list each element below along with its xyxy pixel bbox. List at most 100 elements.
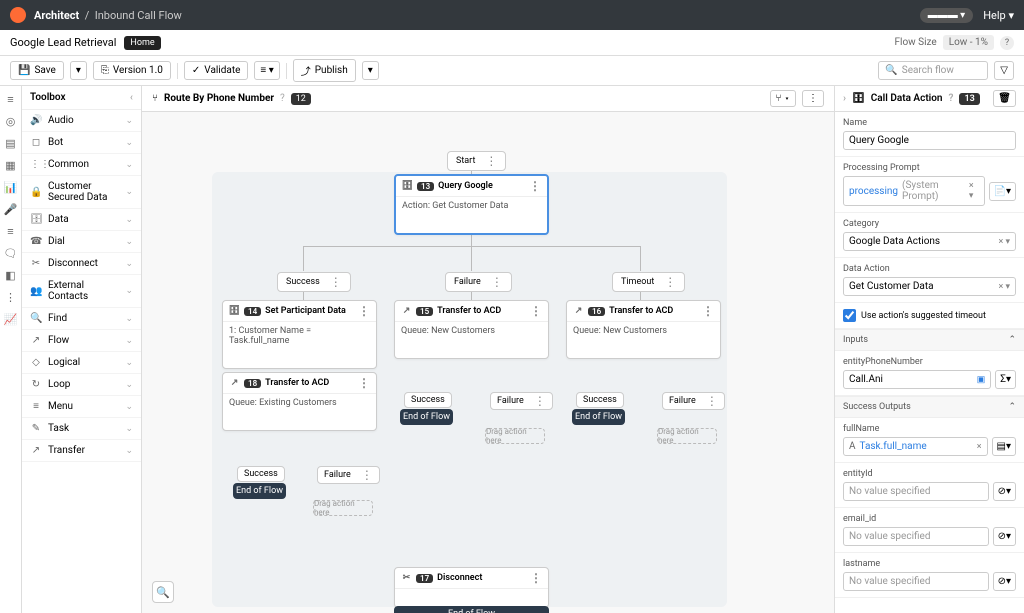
- filter-button[interactable]: ▽: [994, 61, 1014, 80]
- chevron-down-icon: ⌄: [125, 215, 133, 225]
- help-icon[interactable]: ?: [1000, 36, 1014, 50]
- fullname-input[interactable]: A Task.full_name×: [843, 437, 988, 456]
- toolbox-item[interactable]: ≡Menu⌄: [22, 396, 141, 418]
- action-select[interactable]: Get Customer Data× ▾: [843, 277, 1016, 296]
- output-btn[interactable]: ⊘▾: [993, 572, 1016, 591]
- rail-icon[interactable]: 📈: [4, 312, 18, 326]
- node-transfer-16[interactable]: ↗16Transfer to ACD⋮ Queue: New Customers: [566, 300, 721, 359]
- toolbox-item[interactable]: ◇Logical⌄: [22, 352, 141, 374]
- node-set-participant[interactable]: 🗄14Set Participant Data⋮ 1: Customer Nam…: [222, 300, 377, 369]
- output-btn[interactable]: ⊘▾: [993, 482, 1016, 501]
- branch-failure[interactable]: Failure⋮: [490, 392, 553, 410]
- transfer-icon: ↗: [573, 306, 584, 317]
- drop-zone[interactable]: Drag action here: [485, 428, 545, 444]
- save-button[interactable]: 💾 Save: [10, 61, 64, 80]
- expr-button[interactable]: Σ▾: [995, 370, 1016, 389]
- drop-zone[interactable]: Drag action here: [313, 500, 373, 516]
- toolbox-item[interactable]: ↗Transfer⌄: [22, 440, 141, 462]
- toolbox-item-label: Menu: [48, 401, 73, 412]
- rail-icon[interactable]: ≡: [4, 92, 18, 106]
- user-chip[interactable]: ▬▬▬ ▾: [920, 8, 974, 23]
- node-disconnect[interactable]: ✂17Disconnect⋮: [394, 567, 549, 608]
- toolbox-item[interactable]: ✎Task⌄: [22, 418, 141, 440]
- rail-icon[interactable]: 🗨: [4, 246, 18, 260]
- rail-icon[interactable]: ≡: [4, 224, 18, 238]
- prompt-select[interactable]: processing (System Prompt)× ▾: [843, 176, 985, 206]
- output-btn[interactable]: ▤▾: [992, 437, 1016, 456]
- toolbox-item[interactable]: ↗Flow⌄: [22, 330, 141, 352]
- branch-success[interactable]: Success: [404, 392, 452, 408]
- node-transfer-15[interactable]: ↗15Transfer to ACD⋮ Queue: New Customers: [394, 300, 549, 359]
- category-select[interactable]: Google Data Actions× ▾: [843, 232, 1016, 251]
- toolbox-item-label: Logical: [48, 357, 80, 368]
- version-button[interactable]: ⎘ Version 1.0: [93, 61, 171, 80]
- list-button[interactable]: ≡ ▾: [254, 61, 279, 80]
- rail-icon[interactable]: ▦: [4, 158, 18, 172]
- inputs-header[interactable]: Inputs⌃: [835, 329, 1024, 351]
- rail-icon[interactable]: ▤: [4, 136, 18, 150]
- toolbox-item-icon: ✎: [30, 423, 42, 434]
- help-icon[interactable]: ?: [280, 93, 285, 104]
- zoom-button[interactable]: 🔍: [152, 581, 174, 603]
- lastname-input[interactable]: No value specified: [843, 572, 989, 591]
- timeout-checkbox[interactable]: Use action's suggested timeout: [843, 309, 1016, 322]
- help-link[interactable]: Help ▾: [983, 9, 1014, 22]
- prompt-edit-button[interactable]: 📄▾: [989, 182, 1016, 201]
- branch-failure[interactable]: Failure⋮: [445, 272, 512, 292]
- branch-failure[interactable]: Failure⋮: [317, 466, 380, 484]
- publish-dropdown[interactable]: ▾: [362, 61, 379, 80]
- validate-button[interactable]: ✓ Validate: [184, 61, 249, 80]
- entityphone-input[interactable]: Call.Ani▣: [843, 370, 991, 389]
- collapse-icon[interactable]: ‹: [130, 92, 133, 103]
- branch-success[interactable]: Success: [576, 392, 624, 408]
- toolbox-item[interactable]: ⋮⋮Common⌄: [22, 154, 141, 176]
- home-chip[interactable]: Home: [124, 36, 160, 50]
- publish-button[interactable]: ⤴ Publish: [293, 59, 356, 82]
- node-menu[interactable]: ⋮: [529, 180, 541, 192]
- rail-icon[interactable]: 🎤: [4, 202, 18, 216]
- node-menu[interactable]: ⋮: [485, 155, 497, 167]
- flowsize-value: Low - 1%: [943, 35, 994, 50]
- layout-button[interactable]: ⑂ ▾: [770, 90, 796, 107]
- toolbox-item[interactable]: ◻Bot⌄: [22, 132, 141, 154]
- branch-success[interactable]: Success: [237, 466, 285, 482]
- search-input[interactable]: 🔍 Search flow: [878, 61, 988, 80]
- node-query-google[interactable]: 🗄13Query Google⋮ Action: Get Customer Da…: [394, 174, 549, 235]
- toolbox-item[interactable]: ☎Dial⌄: [22, 231, 141, 253]
- canvas-menu[interactable]: ⋮: [802, 90, 824, 107]
- toolbox-item[interactable]: 🔍Find⌄: [22, 308, 141, 330]
- toolbox-item[interactable]: 🔊Audio⌄: [22, 110, 141, 132]
- help-icon[interactable]: ?: [949, 93, 954, 104]
- delete-button[interactable]: 🗑: [993, 90, 1016, 107]
- start-node[interactable]: Start⋮: [447, 151, 506, 171]
- rail-icon[interactable]: ◧: [4, 268, 18, 282]
- collapse-icon[interactable]: ›: [843, 93, 846, 104]
- toolbox-item[interactable]: 👥External Contacts⌄: [22, 275, 141, 308]
- toolbox-item-label: Data: [48, 214, 69, 225]
- chevron-down-icon: ⌄: [125, 446, 133, 456]
- save-dropdown[interactable]: ▾: [70, 61, 87, 80]
- node-transfer-18[interactable]: ↗18Transfer to ACD⋮ Queue: Existing Cust…: [222, 372, 377, 431]
- end-of-flow: End of Flow: [394, 606, 549, 613]
- toolbox-item-label: External Contacts: [48, 280, 119, 302]
- chevron-down-icon: ⌄: [125, 424, 133, 434]
- rail-icon[interactable]: ◎: [4, 114, 18, 128]
- toolbox-item[interactable]: ✂Disconnect⌄: [22, 253, 141, 275]
- canvas[interactable]: Start⋮ 🗄13Query Google⋮ Action: Get Cust…: [142, 112, 834, 613]
- branch-failure[interactable]: Failure⋮: [662, 392, 725, 410]
- name-label: Name: [843, 118, 1016, 128]
- chevron-down-icon: ⌄: [125, 286, 133, 296]
- branch-success[interactable]: Success⋮: [277, 272, 351, 292]
- rail-icon[interactable]: ⋮: [4, 290, 18, 304]
- toolbox-item[interactable]: 🗄Data⌄: [22, 209, 141, 231]
- name-input[interactable]: Query Google: [843, 131, 1016, 150]
- rail-icon[interactable]: 📊: [4, 180, 18, 194]
- toolbox-item[interactable]: ↻Loop⌄: [22, 374, 141, 396]
- output-btn[interactable]: ⊘▾: [993, 527, 1016, 546]
- outputs-header[interactable]: Success Outputs⌃: [835, 396, 1024, 418]
- branch-timeout[interactable]: Timeout⋮: [612, 272, 685, 292]
- toolbox-item[interactable]: 🔒Customer Secured Data⌄: [22, 176, 141, 209]
- email-input[interactable]: No value specified: [843, 527, 989, 546]
- drop-zone[interactable]: Drag action here: [657, 428, 717, 444]
- entityid-input[interactable]: No value specified: [843, 482, 989, 501]
